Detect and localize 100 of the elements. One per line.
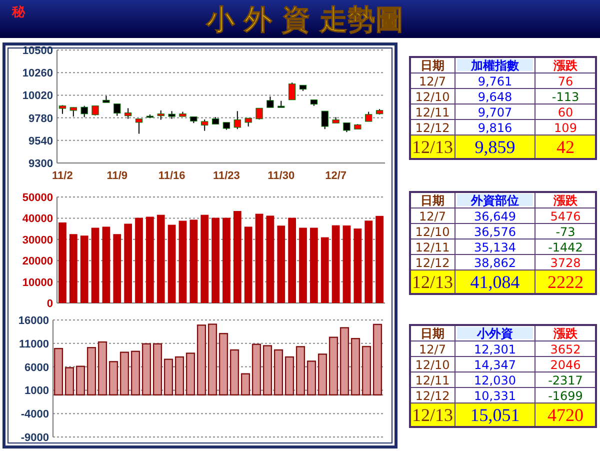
bar — [255, 214, 264, 303]
text: 日期 — [420, 326, 444, 340]
bar — [102, 226, 110, 303]
text: 9,707 — [478, 105, 512, 120]
candlestick — [80, 105, 88, 118]
y-tick-label: 1000 — [24, 385, 49, 398]
text: -2317 — [548, 373, 583, 388]
text: 60 — [558, 105, 574, 120]
bar — [350, 338, 360, 396]
text: 外資部位 — [470, 194, 519, 208]
text: 加權指數 — [470, 58, 520, 72]
text: 9,648 — [478, 90, 512, 104]
text: 2046 — [550, 358, 581, 372]
y-tick-label: -9000 — [20, 432, 49, 444]
text: 12/11 — [415, 240, 450, 254]
bar — [362, 346, 372, 396]
bar — [156, 214, 165, 303]
text: 12/10 — [415, 90, 450, 104]
y-tick-label: -4000 — [20, 408, 49, 421]
bar — [332, 225, 340, 303]
bar — [212, 218, 220, 303]
text: 12/12 — [415, 256, 450, 270]
text: 42 — [556, 137, 574, 157]
candlestick — [135, 118, 143, 134]
y-tick-label: 6000 — [24, 362, 49, 374]
y-tick-label: 30000 — [22, 234, 53, 246]
bar — [296, 346, 306, 396]
bar — [342, 225, 351, 303]
text: 15,051 — [470, 405, 520, 425]
chart-title: 小 外 資 走勢圖 — [205, 3, 404, 36]
x-tick-label: 11/9 — [106, 170, 128, 182]
y-tick-label: 10000 — [22, 276, 53, 289]
bar — [108, 361, 118, 396]
bar — [233, 210, 242, 303]
text: 9,859 — [474, 137, 516, 157]
text: 漲跌 — [552, 194, 578, 208]
bar — [218, 332, 228, 396]
text: -1442 — [548, 240, 583, 254]
text: 12/12 — [415, 120, 450, 135]
text: 漲跌 — [552, 58, 578, 72]
text: 12/12 — [415, 388, 450, 403]
bar — [244, 226, 252, 303]
x-tick-label: 11/23 — [213, 170, 240, 182]
candlestick — [266, 96, 274, 108]
bar — [120, 352, 130, 396]
bar — [168, 224, 176, 303]
bar — [80, 236, 88, 303]
bar — [274, 349, 284, 396]
bar — [142, 343, 152, 396]
y-tick-label: 9300 — [28, 158, 53, 170]
bar — [178, 220, 187, 303]
text: 日期 — [420, 194, 444, 208]
x-tick-label: 11/30 — [268, 170, 295, 182]
text: 5476 — [550, 209, 581, 224]
text: 日期 — [420, 58, 444, 72]
y-tick-label: 11000 — [19, 338, 49, 350]
text: -113 — [552, 90, 580, 104]
text: 12,301 — [474, 342, 516, 356]
bar — [262, 345, 272, 396]
bar — [240, 373, 250, 396]
text: -73 — [556, 224, 576, 239]
y-tick-label: 9780 — [28, 112, 53, 125]
bar — [54, 348, 64, 396]
bar — [130, 350, 140, 396]
candlestick — [70, 106, 77, 117]
bar — [364, 220, 373, 303]
text: 12/11 — [415, 373, 450, 388]
text: 12/13 — [412, 137, 454, 157]
text: 38,862 — [474, 256, 516, 270]
y-tick-label: 0 — [46, 298, 53, 310]
text: 12/11 — [415, 105, 450, 120]
text: 12/13 — [412, 405, 454, 425]
bar — [190, 220, 198, 303]
bar — [340, 327, 350, 396]
text: 12/7 — [419, 342, 446, 356]
text: -1699 — [548, 388, 583, 403]
candlestick — [365, 111, 372, 122]
bar — [208, 324, 218, 396]
y-tick-label: 10020 — [22, 90, 53, 102]
bar — [266, 216, 274, 303]
bar — [69, 234, 78, 303]
candlestick — [321, 110, 328, 130]
bar — [200, 214, 209, 303]
bar — [91, 228, 100, 303]
candlestick — [157, 110, 164, 120]
text: 4720 — [548, 405, 584, 425]
candlestick — [343, 122, 350, 133]
candlestick — [92, 105, 99, 116]
bar — [318, 354, 328, 396]
x-tick-label: 11/2 — [52, 170, 73, 182]
bar — [299, 228, 307, 303]
text: 秘 — [11, 5, 26, 20]
text: 3728 — [550, 256, 581, 270]
text: 9,816 — [478, 120, 512, 135]
bar — [124, 224, 132, 303]
text: 36,649 — [474, 209, 516, 224]
text: 14,347 — [474, 358, 516, 372]
y-tick-label: 16000 — [18, 315, 49, 327]
bar — [222, 218, 230, 303]
bar — [86, 347, 96, 396]
